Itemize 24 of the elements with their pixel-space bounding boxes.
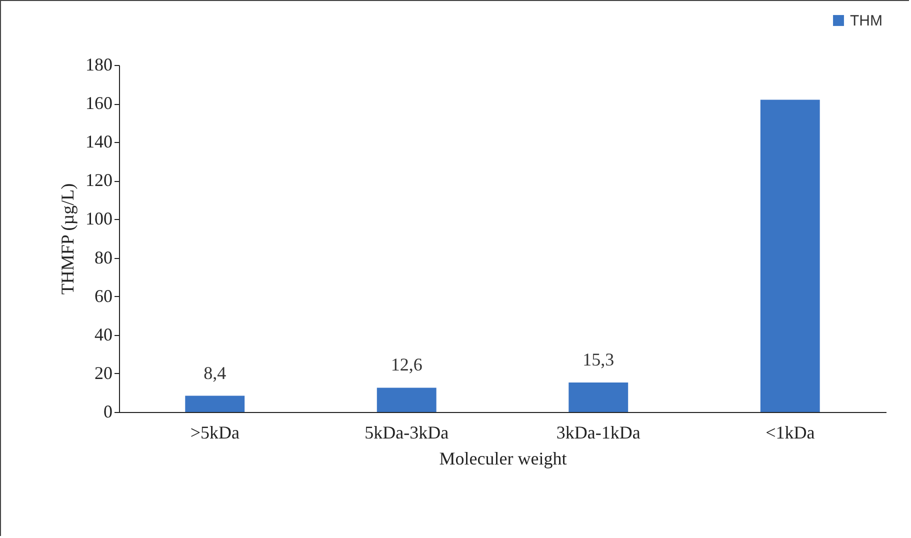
legend-label: THM [850, 12, 882, 30]
bar [376, 388, 436, 412]
y-tick-label: 20 [94, 362, 112, 383]
y-tick-label: 160 [86, 93, 112, 114]
y-tick-label: 0 [104, 402, 112, 422]
x-axis-title: Moleculer weight [439, 448, 567, 468]
y-tick-label: 140 [86, 132, 112, 152]
x-tick-label: 3kDa-1kDa [556, 422, 640, 442]
bar [760, 100, 820, 412]
bar [568, 382, 628, 412]
y-tick-label: 80 [94, 247, 112, 268]
x-tick-label: 5kDa-3kDa [364, 422, 449, 442]
y-axis-title: THMFP (µg/L) [58, 183, 78, 295]
y-tick-label: 100 [86, 208, 112, 229]
y-tick-label: 60 [94, 286, 112, 306]
x-tick-label: <1kDa [766, 422, 815, 442]
data-label: 8,4 [204, 362, 226, 383]
data-label: 15,3 [582, 350, 614, 370]
data-label: 12,6 [390, 354, 422, 375]
bar [185, 396, 245, 412]
y-tick-label: 40 [94, 324, 112, 344]
x-tick-label: >5kDa [190, 422, 240, 442]
y-tick-label: 180 [86, 54, 112, 74]
y-tick-label: 120 [86, 170, 112, 190]
